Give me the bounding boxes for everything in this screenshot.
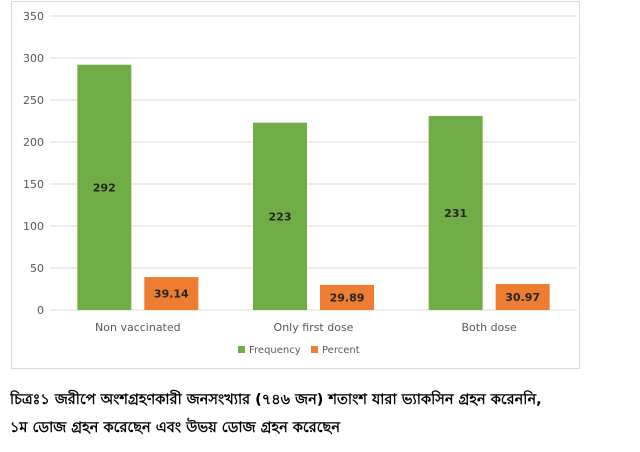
data-label: 231 [444, 207, 467, 220]
data-label: 292 [93, 181, 116, 194]
y-tick-label: 150 [23, 178, 44, 191]
x-tick-label: Non vaccinated [95, 321, 181, 334]
data-label: 30.97 [505, 291, 540, 304]
y-tick-label: 350 [23, 10, 44, 23]
bar-percent [144, 277, 199, 310]
legend-label-frequency: Frequency [249, 345, 301, 356]
y-tick-label: 300 [23, 52, 44, 65]
x-tick-label: Both dose [462, 321, 518, 334]
x-tick-label: Only first dose [274, 321, 354, 334]
y-tick-label: 0 [37, 304, 44, 317]
legend-label-percent: Percent [322, 345, 360, 356]
data-label: 223 [269, 210, 292, 223]
y-tick-label: 100 [23, 220, 44, 233]
bar-frequency [253, 122, 307, 311]
y-tick-label: 200 [23, 136, 44, 149]
y-tick-label: 250 [23, 94, 44, 107]
legend-swatch-percent [311, 346, 318, 353]
data-label: 29.89 [330, 291, 365, 304]
legend-swatch-frequency [238, 346, 245, 353]
chart-frame: 0 50 100 150 200 250 300 350 292 39.14 Non vaccina… [11, 1, 580, 369]
bar-percent [495, 283, 550, 310]
bar-chart: 0 50 100 150 200 250 300 350 292 39.14 Non vaccina… [23, 10, 577, 356]
y-tick-label: 50 [30, 262, 44, 275]
bar-percent [320, 284, 374, 310]
caption-line-2: ১ম ডোজ গ্রহন করেছেন এবং উভয় ডোজ গ্রহন ক… [10, 420, 340, 436]
caption-line-1: চিত্রঃ১ জরীপে অংশগ্রহণকারী জনসংখ্যার (৭৪… [10, 392, 542, 408]
bar-frequency [428, 115, 483, 311]
figure-caption: চিত্রঃ১ জরীপে অংশগ্রহণকারী জনসংখ্যার (৭৪… [10, 386, 635, 442]
data-label: 39.14 [154, 288, 189, 301]
bar-frequency [77, 64, 132, 310]
